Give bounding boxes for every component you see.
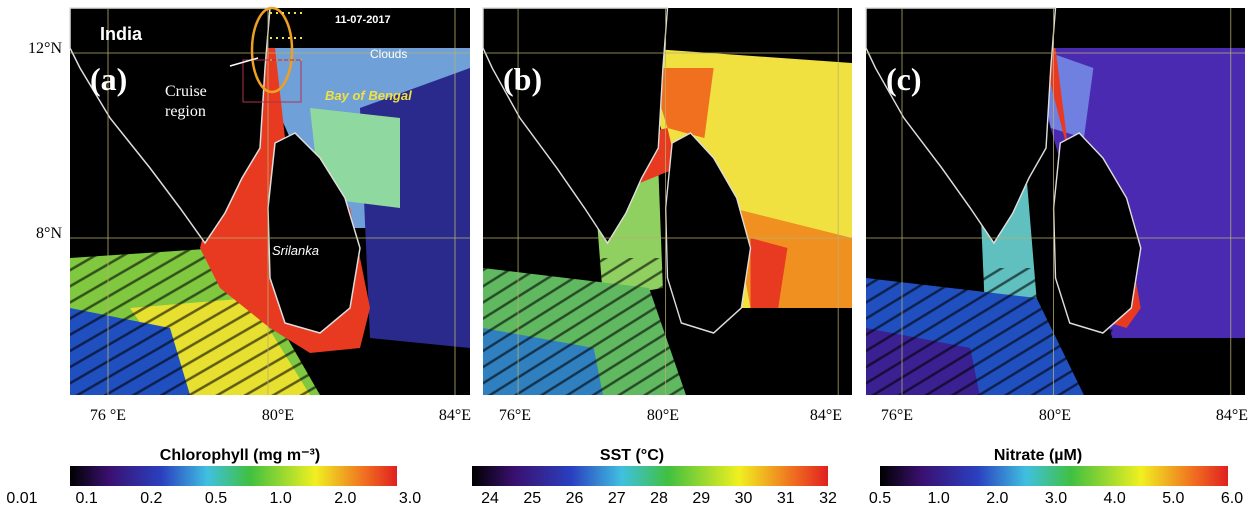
colorbar-tick-label: 26 bbox=[566, 490, 584, 507]
longitude-label: 76 °E bbox=[90, 407, 126, 424]
colorbar-tick-label: 0.5 bbox=[205, 490, 227, 507]
longitude-label: 80°E bbox=[1039, 407, 1071, 424]
panel-label: (b) bbox=[503, 61, 542, 97]
colorbar-tick-label: 3.0 bbox=[399, 490, 421, 507]
colorbar bbox=[472, 466, 828, 486]
colorbar-title: SST (°C) bbox=[600, 447, 664, 464]
panel-label: (a) bbox=[90, 61, 127, 97]
date-label: 11-07-2017 bbox=[335, 14, 391, 26]
colorbar-tick-label: 2.0 bbox=[986, 490, 1008, 507]
colorbar-tick-label: 1.0 bbox=[928, 490, 950, 507]
longitude-label: 80°E bbox=[647, 407, 679, 424]
colorbar-title: Nitrate (µM) bbox=[994, 447, 1082, 464]
colorbar bbox=[880, 466, 1228, 486]
longitude-label: 84°E bbox=[1216, 407, 1248, 424]
colorbar-tick-label: 3.0 bbox=[1045, 490, 1067, 507]
latitude-label: 12°N bbox=[28, 40, 62, 57]
colorbar-tick-label: 1.0 bbox=[270, 490, 292, 507]
colorbar-tick-label: 0.1 bbox=[76, 490, 98, 507]
colorbar bbox=[70, 466, 397, 486]
cruise-label: Cruise bbox=[165, 83, 207, 100]
colorbar-tick-label: 29 bbox=[692, 490, 710, 507]
map-c bbox=[866, 8, 1245, 395]
colorbar-title: Chlorophyll (mg m⁻³) bbox=[160, 447, 320, 464]
cruise-label: region bbox=[165, 103, 206, 120]
colorbar-tick-label: 0.5 bbox=[869, 490, 891, 507]
colorbar-tick-label: 27 bbox=[608, 490, 626, 507]
clouds-label: Clouds bbox=[370, 47, 407, 61]
panel-label: (c) bbox=[886, 61, 922, 97]
colorbar-tick-label: 4.0 bbox=[1104, 490, 1126, 507]
longitude-label: 84°E bbox=[439, 407, 471, 424]
figure: India 11-07-2017 Clouds Cruise region Ba… bbox=[0, 0, 1258, 509]
colorbar-tick-label: 2.0 bbox=[334, 490, 356, 507]
longitude-label: 80°E bbox=[262, 407, 294, 424]
longitude-label: 84°E bbox=[810, 407, 842, 424]
longitude-label: 76°E bbox=[499, 407, 531, 424]
colorbar-tick-label: 30 bbox=[735, 490, 753, 507]
colorbar-tick-label: 24 bbox=[481, 490, 499, 507]
map-a: India 11-07-2017 Clouds Cruise region Ba… bbox=[70, 8, 470, 395]
island-label: Srilanka bbox=[272, 243, 319, 258]
latitude-label: 8°N bbox=[36, 225, 62, 242]
colorbar-tick-label: 28 bbox=[650, 490, 668, 507]
region-label: India bbox=[100, 24, 143, 44]
colorbar-tick-label: 25 bbox=[523, 490, 541, 507]
colorbar-tick-label: 31 bbox=[777, 490, 795, 507]
colorbar-tick-label: 5.0 bbox=[1162, 490, 1184, 507]
colorbar-tick-label: 0.2 bbox=[140, 490, 162, 507]
longitude-label: 76°E bbox=[881, 407, 913, 424]
colorbar-tick-label: 6.0 bbox=[1221, 490, 1243, 507]
colorbar-tick-label: 32 bbox=[819, 490, 837, 507]
bay-label: Bay of Bengal bbox=[325, 88, 412, 103]
colorbar-tick-label: 0.01 bbox=[6, 490, 37, 507]
